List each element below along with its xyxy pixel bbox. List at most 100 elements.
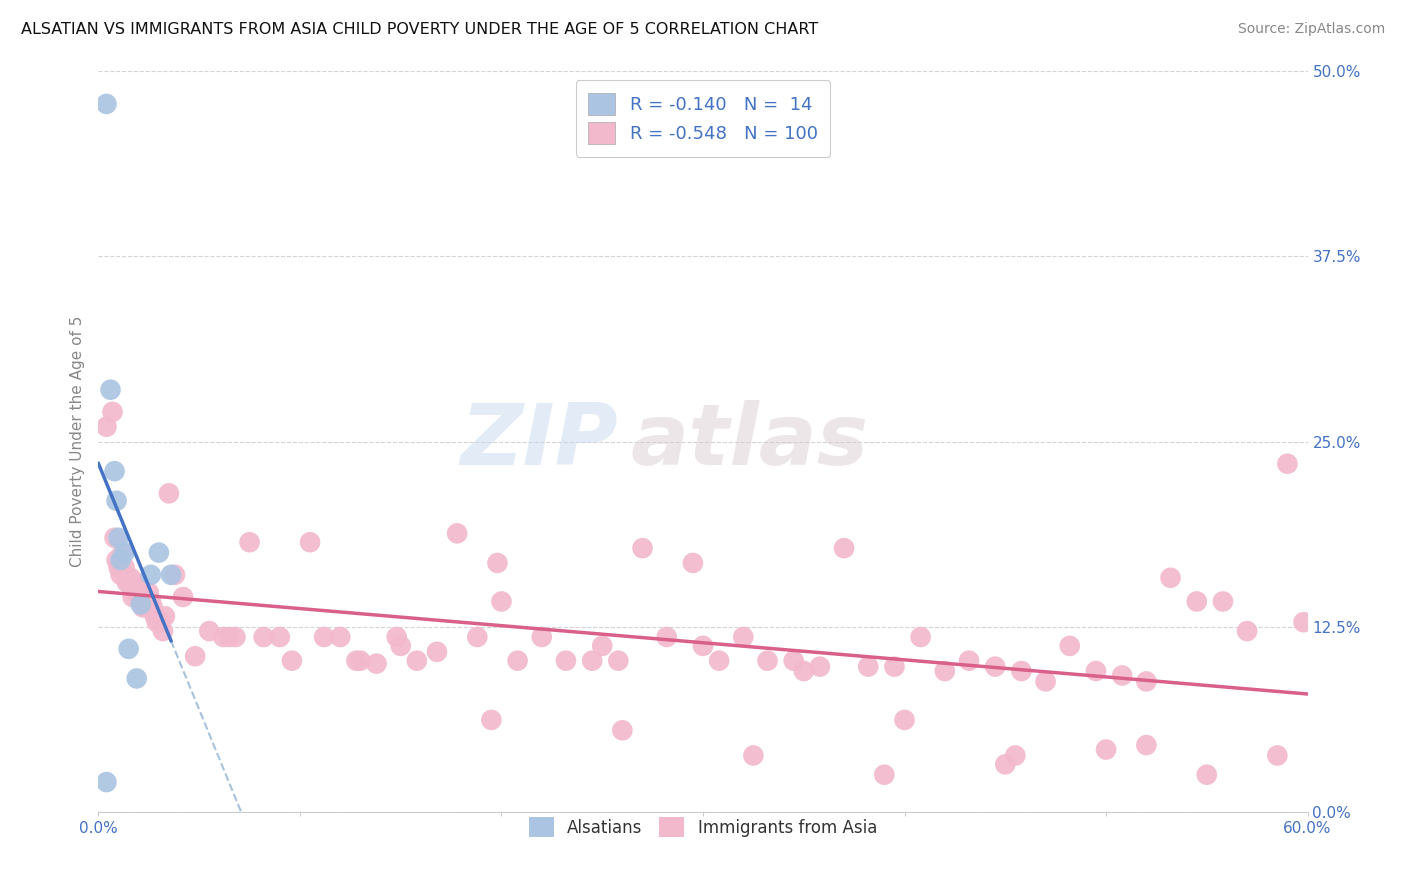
Text: atlas: atlas — [630, 400, 869, 483]
Point — [163, 567, 186, 582]
Point — [105, 493, 128, 508]
Point — [742, 748, 765, 763]
Point — [314, 630, 336, 644]
Point — [1195, 767, 1218, 781]
Point — [198, 624, 221, 638]
Point — [607, 654, 630, 668]
Point — [120, 571, 142, 585]
Point — [446, 526, 468, 541]
Point — [1212, 594, 1234, 608]
Point — [128, 582, 150, 597]
Point — [184, 649, 207, 664]
Point — [481, 713, 503, 727]
Point — [1236, 624, 1258, 638]
Point — [129, 585, 152, 599]
Point — [105, 553, 128, 567]
Point — [96, 419, 118, 434]
Point — [121, 590, 143, 604]
Point — [153, 609, 176, 624]
Point — [1135, 674, 1157, 689]
Point — [142, 600, 165, 615]
Point — [329, 630, 352, 644]
Point — [148, 546, 170, 560]
Point — [125, 585, 148, 599]
Point — [172, 590, 194, 604]
Point — [114, 546, 136, 560]
Point — [389, 639, 412, 653]
Point — [115, 575, 138, 590]
Point — [655, 630, 678, 644]
Point — [148, 612, 170, 626]
Point — [506, 654, 529, 668]
Point — [491, 594, 513, 608]
Point — [1111, 668, 1133, 682]
Point — [160, 567, 183, 582]
Point — [486, 556, 509, 570]
Point — [591, 639, 613, 653]
Point — [858, 659, 880, 673]
Point — [957, 654, 980, 668]
Point — [149, 615, 172, 630]
Point — [132, 600, 155, 615]
Text: ZIP: ZIP — [461, 400, 619, 483]
Point — [135, 600, 157, 615]
Point — [733, 630, 755, 644]
Point — [1135, 738, 1157, 752]
Legend: Alsatians, Immigrants from Asia: Alsatians, Immigrants from Asia — [522, 811, 884, 844]
Point — [756, 654, 779, 668]
Point — [152, 624, 174, 638]
Point — [1095, 742, 1118, 756]
Point — [873, 767, 896, 781]
Point — [139, 567, 162, 582]
Point — [125, 672, 148, 686]
Point — [143, 609, 166, 624]
Point — [114, 560, 136, 574]
Point — [1277, 457, 1299, 471]
Point — [212, 630, 235, 644]
Point — [344, 654, 367, 668]
Point — [111, 546, 134, 560]
Point — [299, 535, 322, 549]
Point — [139, 594, 162, 608]
Point — [530, 630, 553, 644]
Point — [224, 630, 246, 644]
Point — [107, 560, 129, 574]
Y-axis label: Child Poverty Under the Age of 5: Child Poverty Under the Age of 5 — [69, 316, 84, 567]
Point — [581, 654, 603, 668]
Point — [281, 654, 304, 668]
Point — [1010, 664, 1032, 678]
Point — [118, 641, 141, 656]
Point — [269, 630, 291, 644]
Point — [994, 757, 1017, 772]
Point — [883, 659, 905, 673]
Point — [682, 556, 704, 570]
Point — [1160, 571, 1182, 585]
Point — [783, 654, 806, 668]
Point — [118, 575, 141, 590]
Point — [385, 630, 408, 644]
Point — [1085, 664, 1108, 678]
Point — [110, 553, 132, 567]
Point — [124, 575, 146, 590]
Point — [101, 405, 124, 419]
Point — [146, 615, 169, 630]
Point — [253, 630, 276, 644]
Point — [134, 594, 156, 608]
Point — [612, 723, 634, 738]
Point — [100, 383, 122, 397]
Point — [1185, 594, 1208, 608]
Point — [631, 541, 654, 556]
Point — [349, 654, 371, 668]
Point — [465, 630, 488, 644]
Point — [910, 630, 932, 644]
Point — [1059, 639, 1081, 653]
Point — [808, 659, 831, 673]
Text: ALSATIAN VS IMMIGRANTS FROM ASIA CHILD POVERTY UNDER THE AGE OF 5 CORRELATION CH: ALSATIAN VS IMMIGRANTS FROM ASIA CHILD P… — [21, 22, 818, 37]
Point — [239, 535, 262, 549]
Point — [1267, 748, 1289, 763]
Point — [110, 567, 132, 582]
Point — [793, 664, 815, 678]
Point — [934, 664, 956, 678]
Point — [129, 598, 152, 612]
Point — [103, 531, 125, 545]
